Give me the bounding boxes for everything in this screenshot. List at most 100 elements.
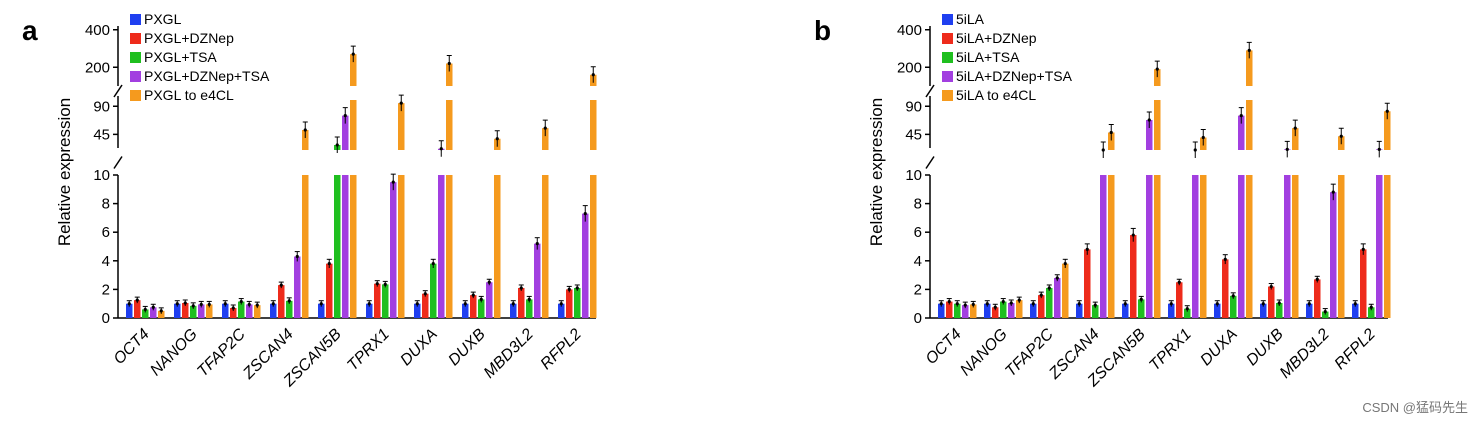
bar-segment xyxy=(286,300,293,318)
bar xyxy=(246,300,253,318)
x-tick-label: OCT4 xyxy=(923,326,965,368)
data-dot xyxy=(543,126,547,130)
data-dot xyxy=(1031,302,1035,306)
data-dot xyxy=(1101,148,1105,152)
y-tick-label: 0 xyxy=(914,310,922,327)
y-tick-label: 2 xyxy=(914,281,922,298)
watermark: CSDN @猛码先生 xyxy=(1362,400,1468,415)
bar xyxy=(374,280,381,318)
bar-segment xyxy=(590,100,597,150)
bar-segment xyxy=(1130,235,1137,318)
y-tick-label: 2 xyxy=(102,281,110,298)
x-tick-label: NANOG xyxy=(957,326,1011,380)
legend-swatch xyxy=(130,33,141,44)
bar xyxy=(126,300,133,318)
bar-segment xyxy=(1330,192,1337,318)
data-dot xyxy=(207,302,211,307)
bar-segment xyxy=(1168,303,1175,318)
bar xyxy=(1200,129,1207,318)
bar-segment xyxy=(1322,311,1329,318)
bar xyxy=(566,285,573,318)
x-tick-label: RFPL2 xyxy=(538,326,585,373)
bar-segment xyxy=(142,309,149,318)
bar-segment xyxy=(1146,120,1153,150)
bar xyxy=(510,300,517,318)
bar-segment xyxy=(382,284,389,318)
bar-segment xyxy=(430,263,437,318)
bar-segment xyxy=(1092,305,1099,318)
bar xyxy=(198,300,205,318)
bar xyxy=(486,278,493,318)
bar-segment xyxy=(1306,303,1313,318)
x-tick-label: DUXB xyxy=(1243,326,1287,370)
bar xyxy=(1276,299,1283,318)
bar xyxy=(286,297,293,318)
bar-segment xyxy=(1176,282,1183,318)
bar xyxy=(1130,227,1137,318)
bar-segment xyxy=(1268,286,1275,318)
bar-segment xyxy=(992,307,999,318)
bar-segment xyxy=(302,175,309,318)
bar xyxy=(574,284,581,318)
panel-b: b Relative expression 0 2 4 6 8 10 45 90 200 400 OCT… xyxy=(814,11,1391,391)
bar-segment xyxy=(342,175,349,318)
bar xyxy=(1184,305,1191,318)
bar xyxy=(350,45,357,318)
bar xyxy=(342,107,349,318)
data-dot xyxy=(963,303,967,307)
bar xyxy=(470,291,477,318)
bar-segment xyxy=(1154,69,1161,86)
data-dot xyxy=(1109,130,1113,135)
legend-swatch xyxy=(130,71,141,82)
bar-segment xyxy=(1192,175,1199,318)
data-dot xyxy=(463,302,467,306)
data-dot xyxy=(1077,302,1081,306)
data-dot xyxy=(1215,302,1219,306)
legend-label: PXGL to e4CL xyxy=(144,87,234,103)
bar xyxy=(318,300,325,318)
y-tick-label: 10 xyxy=(93,167,110,184)
data-dot xyxy=(279,283,283,287)
bar xyxy=(1376,140,1383,318)
bar xyxy=(222,300,229,318)
data-dot xyxy=(479,297,483,302)
data-dot xyxy=(993,305,997,309)
bar xyxy=(366,300,373,318)
bar xyxy=(422,290,429,318)
bar xyxy=(1054,274,1061,318)
data-dot xyxy=(367,302,371,306)
data-dot xyxy=(947,299,951,304)
bar xyxy=(270,300,277,318)
bar-segment xyxy=(1000,301,1007,318)
bar xyxy=(1284,140,1291,318)
bar xyxy=(430,258,437,318)
data-dot xyxy=(1377,147,1381,151)
bar-segment xyxy=(1200,175,1207,318)
bar-segment xyxy=(206,304,213,318)
bar xyxy=(326,258,333,318)
bar-segment xyxy=(954,303,961,318)
bar xyxy=(462,300,469,318)
bar-segment xyxy=(374,283,381,318)
bar xyxy=(558,300,565,318)
data-dot xyxy=(1307,302,1311,306)
legend-swatch xyxy=(942,90,953,101)
data-dot xyxy=(191,304,195,308)
data-dot xyxy=(1085,247,1089,251)
y-tick-label: 6 xyxy=(914,224,922,241)
data-dot xyxy=(1001,299,1005,304)
bar-segment xyxy=(350,100,357,150)
bar-segment xyxy=(438,175,445,318)
bar-segment xyxy=(566,289,573,318)
data-dot xyxy=(431,262,435,266)
legend-swatch xyxy=(130,14,141,25)
bar xyxy=(182,299,189,318)
data-dot xyxy=(1247,48,1251,52)
bar-segment xyxy=(1260,303,1267,318)
bar-segment xyxy=(446,100,453,150)
bar-segment xyxy=(542,128,549,150)
bar xyxy=(938,300,945,318)
bar-segment xyxy=(414,303,421,318)
legend-label: 5iLA+DZNep xyxy=(956,30,1037,46)
bar xyxy=(134,296,141,318)
